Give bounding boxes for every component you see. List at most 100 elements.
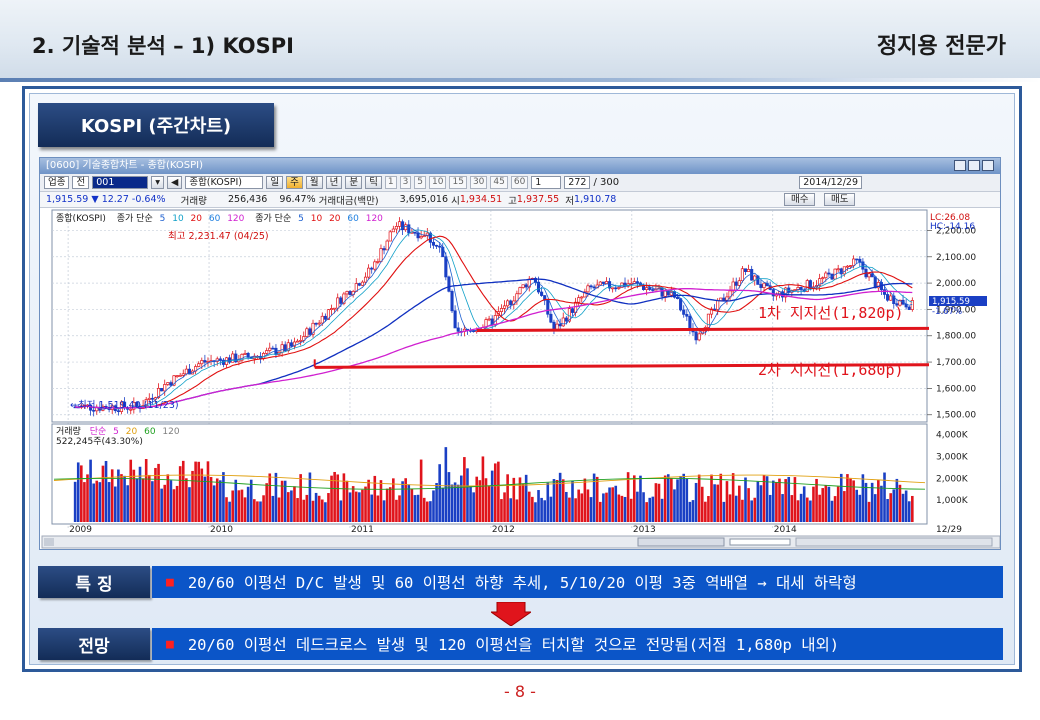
volume-bar [126, 485, 129, 522]
candle-body [873, 276, 877, 289]
interval-1[interactable]: 1 [384, 176, 397, 189]
candle-body [771, 289, 775, 297]
candle-body [435, 244, 439, 247]
count-input[interactable]: 272 [564, 176, 591, 189]
period-select[interactable]: 전 [72, 176, 90, 189]
candle-body [116, 410, 120, 413]
candle-body [867, 273, 871, 278]
volume-bar [833, 496, 837, 522]
candle-body [271, 347, 275, 350]
tab-year[interactable]: 년 [325, 176, 343, 189]
legend-index-name: 종합(KOSPI) [56, 213, 106, 224]
candle-body [363, 276, 368, 283]
tab-day[interactable]: 일 [266, 176, 284, 189]
interval-10[interactable]: 10 [429, 176, 447, 189]
interval-30[interactable]: 30 [469, 176, 488, 189]
tab-week[interactable]: 주 [286, 176, 303, 189]
change-arrow: ▼ [91, 194, 99, 205]
interval-5[interactable]: 5 [414, 176, 427, 189]
sell-button[interactable]: 매도 [824, 193, 856, 206]
candle-body [268, 347, 272, 351]
volume-bar [651, 496, 655, 522]
volume-bar [157, 463, 160, 522]
interval-custom[interactable]: 1 [531, 176, 562, 189]
down-arrow-icon [491, 602, 531, 626]
volume-bar [561, 479, 565, 522]
volume-bar [873, 494, 877, 522]
candle-body [329, 308, 334, 311]
volume-bar [336, 474, 340, 522]
candle-body [722, 297, 726, 301]
volume-label: 거래량 [180, 195, 207, 207]
volume-bar [645, 502, 648, 522]
candle-body [416, 232, 420, 239]
candle-body [740, 268, 744, 282]
candle-body [129, 408, 133, 411]
candle-body [870, 273, 874, 278]
buy-button[interactable]: 매수 [784, 193, 816, 206]
volume-bar [858, 494, 862, 522]
interval-60[interactable]: 60 [510, 176, 529, 189]
candle-body [852, 258, 856, 266]
hc-value: HC:-14.16 [930, 222, 975, 232]
maximize-icon[interactable] [968, 160, 980, 171]
code-input[interactable]: 001 [92, 176, 149, 189]
tab-month[interactable]: 월 [305, 176, 323, 189]
chart-tool-icons[interactable] [637, 537, 993, 547]
volume-bar [500, 499, 503, 522]
volume-bar [704, 501, 707, 522]
volume-bar [759, 485, 763, 522]
tab-minute[interactable]: 분 [345, 176, 363, 189]
speaker-icon[interactable]: ◀ [167, 176, 183, 189]
volume-bar [138, 466, 142, 522]
volume-ma-line [53, 477, 926, 490]
volume-bar [648, 497, 652, 522]
volume-bar [225, 497, 228, 522]
volume-tick-label: 4,000K [936, 431, 969, 441]
volume-bar [750, 500, 753, 522]
volume-bar [571, 480, 574, 522]
volume-bar [531, 496, 534, 522]
candle-body [889, 295, 893, 301]
volume-bar [710, 474, 713, 522]
legend-ma2-20: 20 [329, 214, 341, 224]
volume-bar [642, 492, 645, 522]
page-number: - 8 - [504, 682, 536, 701]
candle-body [299, 340, 303, 342]
volume-bar [756, 481, 760, 522]
volume-bar [827, 486, 831, 522]
candle-body [632, 281, 636, 284]
tab-tick[interactable]: 틱 [365, 176, 382, 189]
candle-body [156, 387, 161, 398]
volume-bar [401, 481, 404, 522]
quote-bar: 1,915.59 ▼ 12.27 -0.64% 거래량 256,436 96.4… [40, 192, 1000, 208]
volume-bar [731, 473, 735, 522]
search-button[interactable]: ▾ [151, 176, 165, 189]
x-tick-label: 2012 [492, 525, 515, 535]
interval-15[interactable]: 15 [449, 176, 467, 189]
price-axis-ticks: 2,200.00 2,100.00 2,000.00 1,900.00 1,800.00… [927, 226, 976, 421]
volume-bar [435, 483, 438, 522]
candle-body [163, 384, 167, 392]
close-icon[interactable] [982, 160, 994, 171]
interval-3[interactable]: 3 [399, 176, 412, 189]
index-name-field[interactable]: 종합(KOSPI) [185, 176, 264, 189]
scroll-left-icon[interactable] [44, 538, 54, 546]
volume-bar [490, 470, 494, 522]
candle-body [391, 228, 395, 233]
volume-bar [404, 478, 407, 522]
legend-ma-label: 종가 단순 [117, 213, 153, 224]
minimize-icon[interactable] [954, 160, 966, 171]
chart-window-titlebar: [0600] 기술종합차트 - 종합(KOSPI) [40, 158, 1000, 174]
volume-bar [617, 494, 621, 522]
interval-45[interactable]: 45 [490, 176, 508, 189]
candle-body [666, 290, 670, 296]
author-name: 정지용 전문가 [876, 34, 1006, 59]
volume-bar [101, 465, 105, 522]
features-text: 20/60 이평선 D/C 발생 및 60 이평선 하향 추세, 5/10/20… [187, 574, 857, 592]
market-select[interactable]: 업종 [44, 176, 70, 189]
price-tick-label: 1,800.00 [936, 332, 976, 342]
date-input[interactable]: 2014/12/29 [799, 176, 862, 189]
candle-body [243, 352, 247, 355]
volume-bar [302, 499, 306, 522]
